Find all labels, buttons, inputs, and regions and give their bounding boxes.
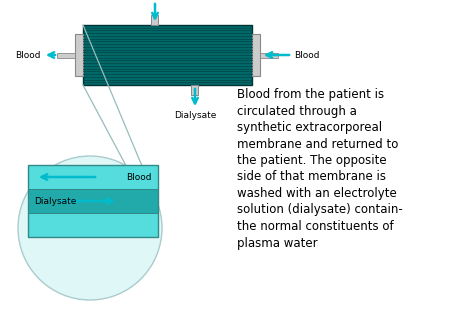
Bar [252,34,260,76]
Text: Blood: Blood [16,50,41,60]
Bar [28,165,158,189]
Bar [75,34,83,76]
Bar [152,15,158,25]
Circle shape [18,156,162,300]
Bar [260,53,278,58]
Text: Dialysate: Dialysate [174,111,216,120]
Bar [28,213,158,237]
Bar [83,25,252,85]
Text: Blood: Blood [294,50,319,60]
Text: Blood: Blood [127,173,152,181]
Bar [57,53,75,58]
Text: Blood from the patient is
circulated through a
synthetic extracorporeal
membrane: Blood from the patient is circulated thr… [237,88,403,250]
Bar [28,189,158,213]
Bar [28,165,158,237]
Bar [191,85,199,95]
Text: Dialysate: Dialysate [34,197,76,205]
